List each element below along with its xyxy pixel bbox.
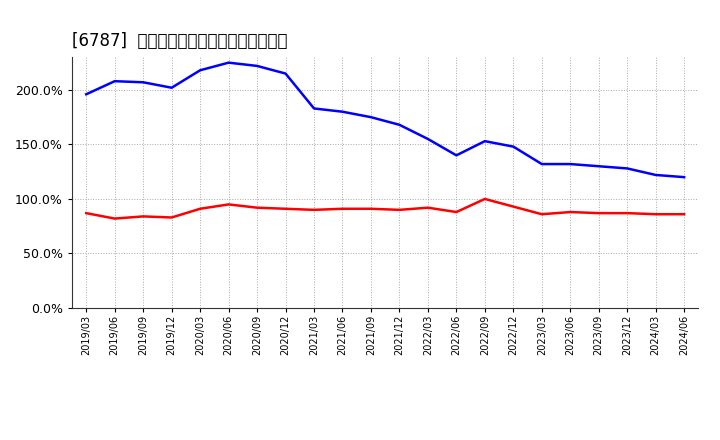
固定比率 [310, 106, 318, 111]
固定長期適合率 [253, 205, 261, 210]
固定比率 [139, 80, 148, 85]
固定長期適合率 [82, 210, 91, 216]
固定長期適合率 [110, 216, 119, 221]
固定比率 [623, 166, 631, 171]
固定長期適合率 [139, 214, 148, 219]
固定長期適合率 [225, 202, 233, 207]
固定比率 [423, 136, 432, 142]
固定長期適合率 [196, 206, 204, 211]
固定比率 [282, 71, 290, 76]
Text: [6787]  固定比率、固定長期適合率の推移: [6787] 固定比率、固定長期適合率の推移 [72, 32, 287, 50]
Line: 固定比率: 固定比率 [86, 62, 684, 177]
固定比率 [196, 68, 204, 73]
固定長期適合率 [310, 207, 318, 213]
固定長期適合率 [566, 209, 575, 215]
固定比率 [167, 85, 176, 90]
固定比率 [110, 79, 119, 84]
固定比率 [225, 60, 233, 65]
固定長期適合率 [423, 205, 432, 210]
固定比率 [537, 161, 546, 167]
固定比率 [652, 172, 660, 178]
固定長期適合率 [623, 210, 631, 216]
固定長期適合率 [480, 196, 489, 202]
Line: 固定長期適合率: 固定長期適合率 [86, 199, 684, 219]
固定長期適合率 [395, 207, 404, 213]
固定比率 [366, 114, 375, 120]
固定比率 [338, 109, 347, 114]
固定長期適合率 [282, 206, 290, 211]
固定長期適合率 [680, 212, 688, 217]
固定比率 [566, 161, 575, 167]
固定長期適合率 [509, 204, 518, 209]
固定比率 [595, 164, 603, 169]
固定長期適合率 [366, 206, 375, 211]
固定比率 [395, 122, 404, 128]
固定長期適合率 [537, 212, 546, 217]
固定比率 [509, 144, 518, 149]
固定比率 [253, 63, 261, 69]
固定長期適合率 [595, 210, 603, 216]
固定比率 [480, 139, 489, 144]
固定比率 [680, 175, 688, 180]
固定長期適合率 [452, 209, 461, 215]
固定長期適合率 [652, 212, 660, 217]
固定比率 [82, 92, 91, 97]
固定長期適合率 [338, 206, 347, 211]
固定長期適合率 [167, 215, 176, 220]
固定比率 [452, 153, 461, 158]
